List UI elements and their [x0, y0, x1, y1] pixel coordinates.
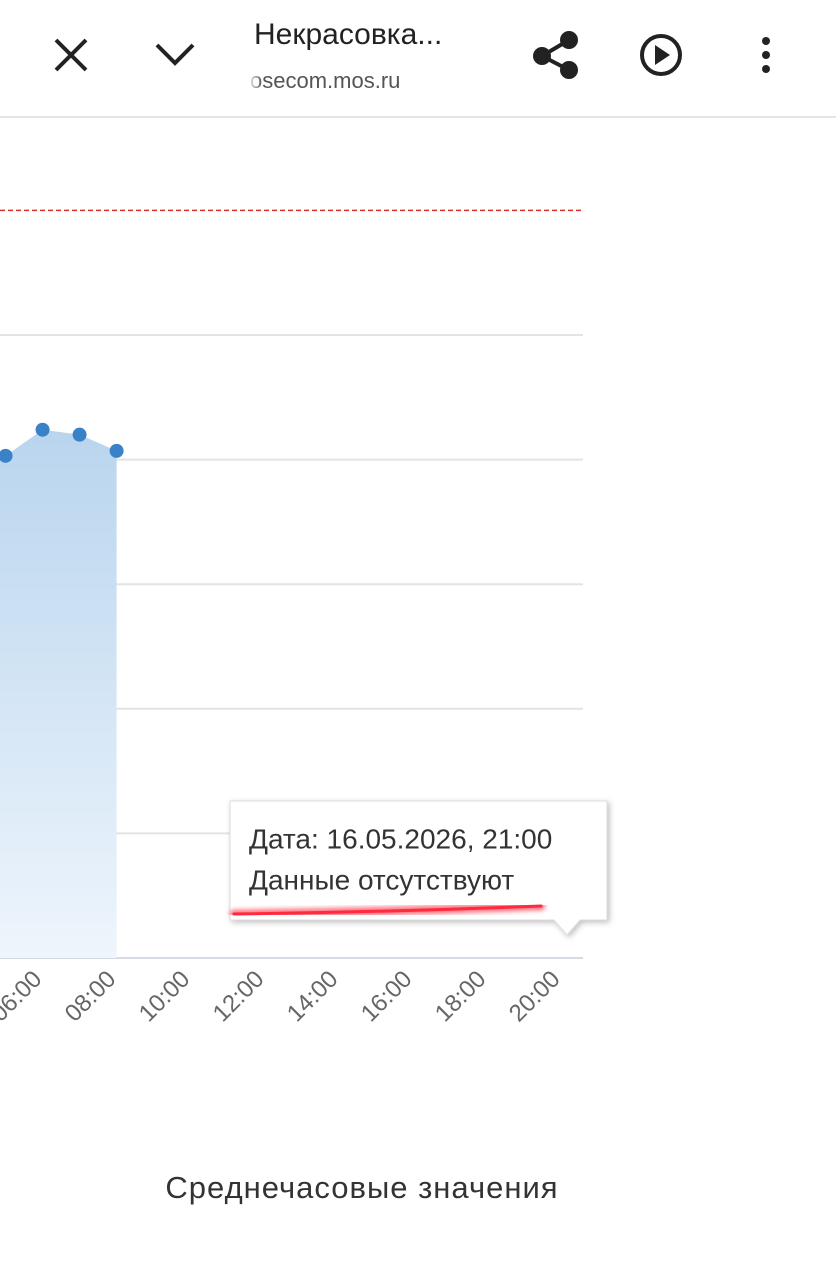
- tooltip: Дата: 16.05.2026, 21:00 Данные отсутствую…: [229, 800, 608, 936]
- toolbar: Некрасовка... osecom.mos.ru: [0, 18, 836, 118]
- highlight-stroke-core: [232, 904, 543, 916]
- page-url: osecom.mos.ru: [250, 68, 400, 93]
- tooltip-box: [229, 800, 608, 936]
- x-tick-label: 18:00: [430, 966, 492, 1028]
- data-point: [109, 443, 124, 458]
- data-point: [0, 448, 13, 463]
- data-point: [72, 427, 87, 442]
- data-point: [35, 422, 50, 437]
- area: [0, 429, 117, 958]
- x-tick-label: 16:00: [356, 966, 418, 1028]
- x-tick-label: 12:00: [208, 966, 270, 1028]
- overlay: Дата: 16.05.2026, 21:00 Данные отсутствую…: [165, 800, 608, 1205]
- share-icon[interactable]: [533, 31, 578, 79]
- chart-caption: Среднечасовые значения: [165, 1170, 558, 1205]
- url-fade: [248, 66, 262, 96]
- close-icon[interactable]: [54, 38, 88, 72]
- x-tick-label: 10:00: [134, 966, 196, 1028]
- x-tick-label: 06:00: [0, 966, 47, 1028]
- play-icon[interactable]: [640, 34, 682, 76]
- x-tick-label: 08:00: [60, 966, 122, 1028]
- collapse-icon[interactable]: [155, 43, 195, 66]
- more-icon[interactable]: [762, 37, 770, 73]
- x-tick-label: 20:00: [504, 966, 566, 1028]
- x-tick-label: 14:00: [282, 966, 344, 1028]
- tooltip-date: Дата: 16.05.2026, 21:00: [249, 823, 552, 854]
- page-title: Некрасовка...: [254, 18, 442, 51]
- tooltip-status: Данные отсутствуют: [249, 864, 514, 895]
